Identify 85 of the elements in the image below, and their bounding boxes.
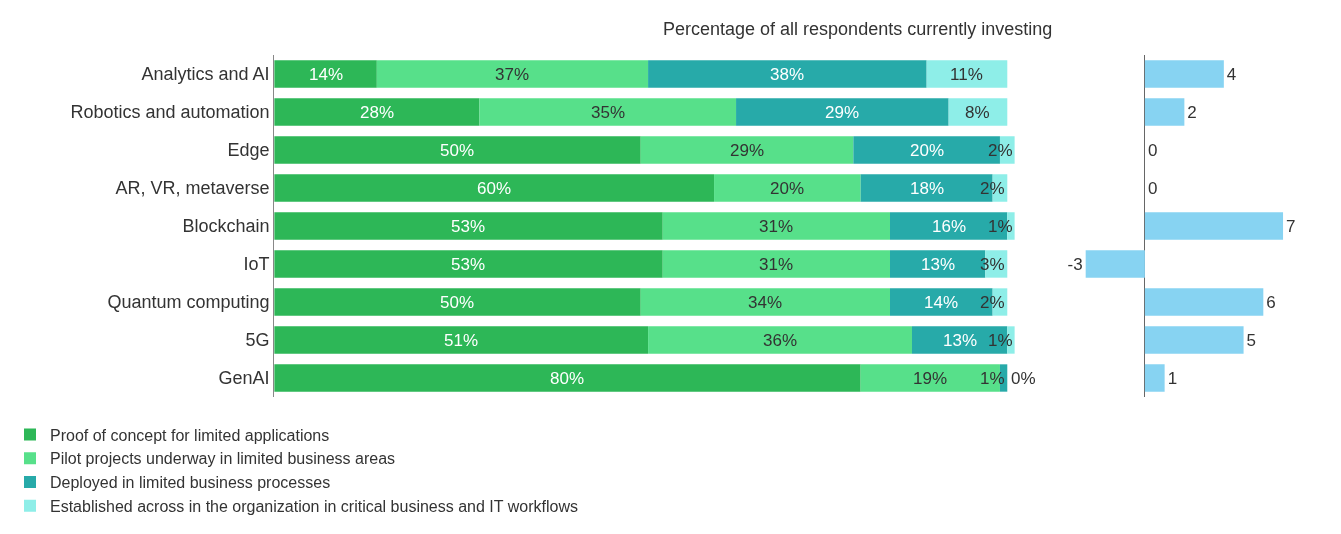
data-label: -3 bbox=[1067, 254, 1083, 274]
data-label: 16% bbox=[932, 217, 967, 236]
bar bbox=[662, 250, 890, 278]
data-label: 1% bbox=[980, 369, 1005, 388]
data-label: 13% bbox=[921, 255, 956, 274]
bar bbox=[274, 288, 641, 316]
data-label: 60% bbox=[477, 179, 512, 198]
data-label: 19% bbox=[913, 369, 948, 388]
y-tick-label: Blockchain bbox=[182, 216, 270, 237]
data-label: 11% bbox=[950, 65, 983, 84]
y-tick-label: 5G bbox=[245, 330, 270, 351]
y-tick-label: Analytics and AI bbox=[141, 64, 270, 85]
legend-label: Proof of concept for limited applications bbox=[50, 426, 330, 444]
bar bbox=[274, 136, 641, 164]
data-label: 20% bbox=[770, 179, 805, 198]
data-label: 13% bbox=[943, 331, 978, 350]
data-label: 50% bbox=[440, 141, 475, 160]
data-label: 53% bbox=[451, 255, 486, 274]
chart-title: Percentage of all respondents currently investing bbox=[663, 19, 1053, 39]
data-label: 6 bbox=[1266, 292, 1276, 312]
legend-label: Pilot projects underway in limited business areas bbox=[50, 450, 396, 468]
data-label: 37% bbox=[495, 65, 530, 84]
bar bbox=[1144, 60, 1224, 88]
bar bbox=[274, 98, 480, 126]
y-tick-label: GenAI bbox=[218, 368, 270, 389]
data-label: 50% bbox=[440, 293, 475, 312]
bar bbox=[1144, 212, 1284, 240]
bar bbox=[274, 60, 377, 88]
y-tick-label: Edge bbox=[227, 140, 270, 161]
data-label: 4 bbox=[1226, 64, 1237, 84]
y-tick-label: Robotics and automation bbox=[70, 102, 270, 123]
data-label: 18% bbox=[910, 179, 945, 198]
data-label: 0 bbox=[1147, 178, 1158, 198]
bar bbox=[1144, 288, 1264, 316]
bar bbox=[1144, 98, 1185, 126]
data-label: 2% bbox=[980, 179, 1005, 198]
data-label: 3% bbox=[980, 255, 1005, 274]
data-label: 8% bbox=[965, 103, 990, 122]
data-label: 53% bbox=[451, 217, 486, 236]
bar bbox=[274, 326, 649, 354]
data-label: 2 bbox=[1187, 102, 1197, 122]
bar bbox=[926, 60, 1008, 88]
data-label: 31% bbox=[759, 255, 794, 274]
data-label: 36% bbox=[763, 331, 798, 350]
data-label: 7 bbox=[1286, 216, 1296, 236]
data-label: 80% bbox=[550, 369, 585, 388]
data-label: 5 bbox=[1246, 330, 1257, 350]
bar bbox=[736, 98, 949, 126]
bar bbox=[662, 212, 890, 240]
bar bbox=[1085, 250, 1145, 278]
y-tick-label: Quantum computing bbox=[107, 292, 270, 313]
y-tick-label: AR, VR, metaverse bbox=[115, 178, 270, 199]
bar bbox=[640, 288, 890, 316]
bar bbox=[648, 326, 912, 354]
data-label: 20% bbox=[910, 141, 945, 160]
bar bbox=[376, 60, 649, 88]
bar bbox=[648, 60, 927, 88]
data-label: 38% bbox=[770, 65, 805, 84]
legend-label: Established across in the organization in critical business and IT workflows bbox=[50, 498, 578, 516]
data-label: 0 bbox=[1147, 140, 1158, 160]
data-label: 2% bbox=[980, 293, 1005, 312]
bar bbox=[274, 174, 715, 202]
legend-label: Deployed in limited business processes bbox=[50, 474, 331, 492]
y-tick-label: IoT bbox=[243, 254, 270, 275]
bar bbox=[274, 364, 861, 392]
data-label: 2% bbox=[988, 141, 1013, 160]
bar bbox=[274, 212, 663, 240]
data-label: 0% bbox=[1011, 369, 1036, 388]
bar bbox=[274, 250, 663, 278]
data-label: 29% bbox=[730, 141, 765, 160]
data-label: 1 bbox=[1167, 368, 1178, 388]
data-label: 14% bbox=[924, 293, 959, 312]
data-label: 31% bbox=[759, 217, 794, 236]
data-label: 29% bbox=[825, 103, 860, 122]
data-label: 35% bbox=[591, 103, 626, 122]
data-label: 51% bbox=[444, 331, 479, 350]
bar bbox=[479, 98, 737, 126]
bar bbox=[948, 98, 1008, 126]
bar bbox=[1144, 326, 1244, 354]
data-label: 14% bbox=[309, 65, 344, 84]
bar bbox=[714, 174, 861, 202]
data-label: 34% bbox=[748, 293, 783, 312]
data-label: 28% bbox=[360, 103, 395, 122]
bar bbox=[640, 136, 854, 164]
bar bbox=[1144, 364, 1165, 392]
